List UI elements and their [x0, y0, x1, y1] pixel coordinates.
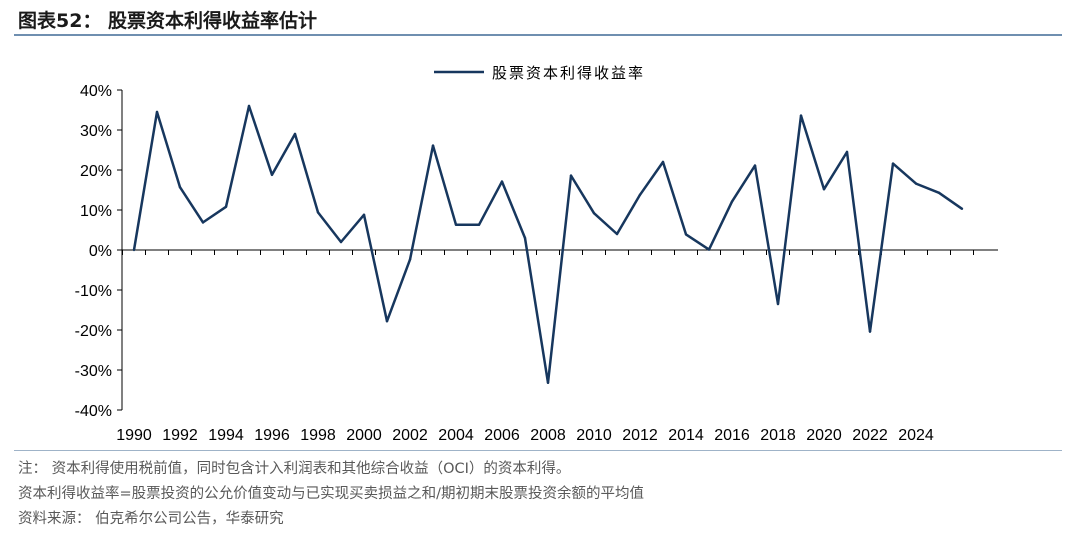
data-point: [707, 248, 711, 251]
data-point: [431, 144, 435, 147]
x-tick-label: 2022: [852, 427, 888, 444]
figure-title: 图表52： 股票资本利得收益率估计: [18, 10, 318, 32]
data-point: [891, 162, 895, 165]
y-tick-label: 20%: [80, 163, 112, 180]
data-point: [477, 223, 481, 226]
data-point: [293, 132, 297, 136]
data-point: [661, 160, 665, 164]
note-line-2: 资本利得收益率=股票投资的公允价值变动与已实现买卖损益之和/期初期末股票投资余额…: [18, 486, 645, 502]
y-tick-label: 10%: [80, 203, 112, 220]
y-tick-label: 30%: [80, 123, 112, 140]
note-line-1: 注： 资本利得使用税前值，同时包含计入利润表和其他综合收益（OCI）的资本利得。: [18, 461, 571, 477]
series-line: [132, 104, 963, 385]
y-tick-label: -10%: [75, 283, 112, 300]
notes-divider: [14, 450, 1062, 451]
x-tick-label: 1998: [300, 427, 336, 444]
x-tick-label: 2012: [622, 427, 658, 444]
data-point: [845, 150, 849, 154]
data-point: [362, 213, 366, 216]
data-point: [776, 302, 780, 306]
data-point: [201, 221, 205, 224]
data-point: [500, 180, 504, 183]
x-tick-label: 2024: [898, 427, 934, 444]
data-point: [339, 240, 343, 244]
x-tick-label: 2008: [530, 427, 566, 444]
data-point: [178, 186, 182, 189]
data-point: [546, 381, 550, 384]
y-tick-label: -20%: [75, 323, 112, 340]
legend-label: 股票资本利得收益率: [492, 64, 645, 82]
data-point: [385, 320, 389, 323]
data-point: [730, 200, 734, 203]
data-point: [684, 233, 688, 236]
data-point: [592, 212, 596, 215]
data-point: [224, 205, 228, 208]
y-tick-label: -30%: [75, 363, 112, 380]
data-point: [316, 211, 320, 214]
y-tick-label: -40%: [75, 403, 112, 420]
data-point: [454, 223, 458, 226]
x-tick-label: 2004: [438, 427, 474, 444]
data-point: [408, 258, 412, 261]
data-point: [638, 193, 642, 196]
y-tick-label: 40%: [80, 83, 112, 100]
data-point: [155, 110, 159, 114]
data-point: [799, 114, 803, 117]
x-tick-label: 2006: [484, 427, 520, 444]
line-chart: 40% 30% 20% 10% 0% -10% -20% -30% -40%1990 1992 19…: [75, 64, 998, 444]
y-tick-label: 0%: [89, 243, 112, 260]
x-tick-label: 2016: [714, 427, 750, 444]
data-point: [937, 191, 941, 194]
title-divider: [14, 34, 1062, 36]
x-tick-label: 1994: [208, 427, 244, 444]
note-line-3: 资料来源： 伯克希尔公司公告，华泰研究: [18, 511, 284, 527]
data-point: [960, 207, 964, 210]
data-point: [569, 174, 573, 177]
x-tick-label: 1996: [254, 427, 290, 444]
x-tick-label: 2020: [806, 427, 842, 444]
data-point: [523, 236, 527, 240]
x-tick-label: 2010: [576, 427, 612, 444]
data-point: [247, 104, 251, 108]
data-point: [132, 248, 136, 252]
x-tick-label: 1992: [162, 427, 198, 444]
x-tick-label: 2014: [668, 427, 704, 444]
x-tick-label: 2002: [392, 427, 428, 444]
data-point: [615, 232, 619, 236]
data-point: [270, 173, 274, 176]
x-tick-label: 2000: [346, 427, 382, 444]
x-tick-label: 1990: [116, 427, 152, 444]
data-point: [914, 182, 918, 185]
notes-block: 注： 资本利得使用税前值，同时包含计入利润表和其他综合收益（OCI）的资本利得。…: [18, 457, 644, 532]
data-point: [753, 164, 757, 167]
x-tick-label: 2018: [760, 427, 796, 444]
data-point: [868, 330, 872, 333]
data-point: [822, 188, 826, 191]
